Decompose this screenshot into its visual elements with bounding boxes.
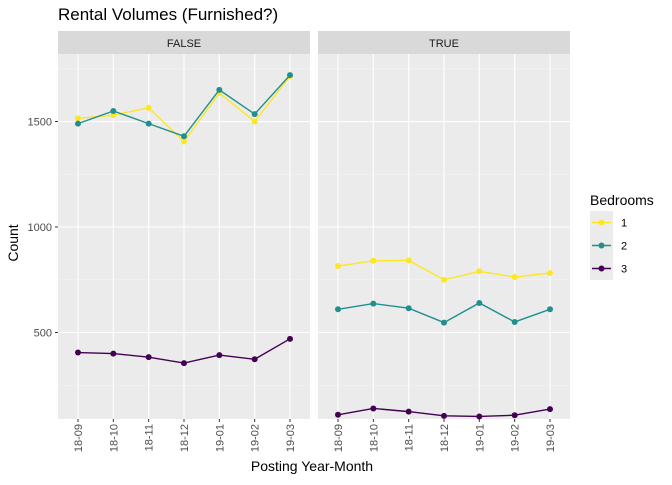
x-tick-label: 19-02	[250, 424, 262, 452]
y-tick-label: 1500	[28, 117, 52, 129]
y-axis: 500 1000 1500	[28, 117, 58, 339]
x-axis-title: Posting Year-Month	[251, 458, 373, 474]
data-point	[476, 299, 483, 306]
data-point	[441, 412, 447, 419]
data-point	[370, 257, 377, 264]
data-point	[511, 412, 518, 419]
x-tick-label: 19-03	[285, 424, 297, 452]
facet-strip	[58, 31, 310, 54]
data-point	[405, 257, 412, 264]
x-tick-label: 19-01	[214, 424, 226, 452]
data-point	[181, 360, 187, 367]
data-point	[335, 411, 341, 418]
legend: Bedrooms 1 2 3	[590, 192, 654, 280]
x-tick-label: 19-01	[474, 424, 486, 452]
chart-title: Rental Volumes (Furnished?)	[58, 5, 278, 24]
data-point	[251, 118, 258, 125]
data-point	[547, 270, 553, 276]
data-point	[547, 306, 553, 313]
data-point	[216, 86, 223, 93]
x-tick-label: 18-10	[108, 424, 120, 452]
data-point	[370, 300, 377, 307]
y-tick-label: 1000	[28, 222, 52, 234]
legend-key-point	[598, 219, 605, 226]
data-point	[145, 354, 152, 361]
facet-panel-true: TRUE 18-09 18-10 18-11 18-12 19-01 19-02 19-03	[318, 31, 570, 452]
x-tick-label: 18-09	[73, 424, 85, 452]
facet-strip-label: TRUE	[429, 38, 459, 50]
data-point	[441, 276, 447, 283]
data-point	[251, 111, 258, 118]
legend-label: 1	[621, 218, 627, 230]
y-tick-label: 500	[34, 327, 52, 339]
data-point	[405, 305, 412, 312]
data-point	[181, 138, 187, 145]
data-point	[405, 408, 412, 415]
data-point	[476, 413, 483, 420]
data-point	[75, 120, 81, 127]
data-point	[335, 263, 341, 270]
legend-key-point	[598, 242, 605, 249]
data-point	[110, 112, 117, 119]
data-point	[370, 405, 377, 412]
legend-title: Bedrooms	[590, 192, 654, 208]
legend-keys: 1 2 3	[590, 211, 627, 280]
data-point	[335, 306, 341, 313]
facet-strip-label: FALSE	[167, 38, 201, 50]
facet-strip	[318, 31, 570, 54]
data-point	[251, 356, 258, 363]
data-point	[75, 349, 81, 356]
data-point	[441, 319, 447, 326]
data-point	[511, 274, 518, 281]
data-point	[110, 107, 117, 114]
data-point	[287, 72, 293, 79]
x-tick-label: 18-12	[439, 424, 451, 452]
data-point	[216, 352, 223, 359]
data-point	[511, 318, 518, 325]
x-tick-label: 18-11	[404, 424, 416, 451]
data-point	[110, 350, 117, 357]
legend-key-point	[598, 265, 605, 272]
legend-label: 2	[621, 241, 627, 253]
facet-panel-false: FALSE 18-09 18-10 18-11 18-12 19-01 19-02 19-03	[58, 31, 310, 452]
data-point	[476, 268, 483, 275]
data-point	[547, 406, 553, 413]
y-axis-title: Count	[5, 224, 21, 261]
x-tick-label: 19-03	[545, 424, 557, 452]
data-point	[181, 133, 187, 140]
legend-label: 3	[621, 264, 627, 276]
x-tick-label: 18-10	[368, 424, 380, 452]
data-point	[145, 120, 152, 127]
data-point	[145, 104, 152, 111]
facet-panels: FALSE 18-09 18-10 18-11 18-12 19-01 19-02 19-03…	[58, 31, 570, 452]
x-tick-label: 18-09	[333, 424, 345, 452]
x-tick-label: 19-02	[510, 424, 522, 452]
data-point	[287, 335, 293, 342]
x-tick-label: 18-12	[179, 424, 191, 452]
x-tick-label: 18-11	[144, 424, 156, 451]
data-point	[75, 115, 81, 122]
